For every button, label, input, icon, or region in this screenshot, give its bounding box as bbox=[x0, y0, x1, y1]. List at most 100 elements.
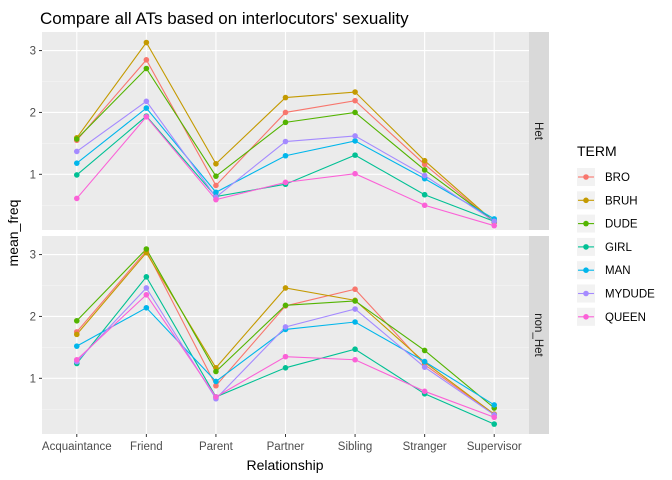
data-point-dude bbox=[282, 302, 289, 309]
x-tick-label: Sibling bbox=[338, 441, 373, 453]
data-point-queen bbox=[213, 196, 219, 203]
data-point-queen bbox=[73, 195, 80, 202]
legend-item-girl: GIRL bbox=[577, 237, 632, 256]
data-point-mydude bbox=[491, 218, 498, 225]
y-tick-label: 1 bbox=[30, 169, 36, 181]
x-tick-label: Partner bbox=[267, 441, 305, 453]
data-point-bruh bbox=[282, 94, 289, 101]
data-point-girl bbox=[491, 421, 498, 427]
data-point-bro bbox=[143, 57, 150, 63]
x-tick-label: Friend bbox=[130, 441, 163, 453]
data-point-dude bbox=[143, 246, 150, 252]
data-point-queen bbox=[491, 222, 498, 229]
data-point-mydude bbox=[421, 364, 428, 370]
data-point-dude bbox=[421, 167, 428, 173]
data-point-bruh bbox=[421, 157, 428, 164]
panel-non-het: 1 2 3 non_Het bbox=[30, 236, 549, 434]
legend-label: MYDUDE bbox=[605, 289, 655, 301]
data-point-dude bbox=[213, 173, 219, 179]
data-point-queen bbox=[352, 170, 358, 177]
data-point-man bbox=[213, 189, 219, 196]
strip-het bbox=[529, 32, 549, 230]
legend: TERM BRO BRUH DUDE GIRL MAN MYDUDE QUEEN bbox=[577, 143, 655, 326]
data-point-bruh bbox=[73, 331, 80, 338]
y-axis-title: mean_freq bbox=[5, 200, 21, 267]
data-point-man bbox=[143, 304, 150, 311]
data-point-queen bbox=[491, 414, 498, 421]
data-point-dude bbox=[213, 368, 219, 375]
data-point-bro bbox=[213, 182, 219, 189]
legend-title: TERM bbox=[577, 143, 617, 159]
legend-label: BRO bbox=[605, 172, 630, 184]
data-point-dude bbox=[421, 347, 428, 354]
legend-key-point bbox=[583, 244, 589, 250]
legend-item-queen: QUEEN bbox=[577, 307, 646, 326]
data-point-man bbox=[73, 343, 80, 349]
data-point-mydude bbox=[73, 148, 80, 155]
data-point-girl bbox=[73, 172, 80, 178]
legend-key-point bbox=[583, 290, 589, 297]
data-point-man bbox=[143, 105, 150, 111]
data-point-girl bbox=[352, 346, 358, 353]
data-point-queen bbox=[73, 356, 80, 363]
legend-item-dude: DUDE bbox=[577, 214, 638, 233]
data-point-dude bbox=[352, 109, 358, 116]
legend-label: MAN bbox=[605, 265, 631, 277]
data-point-bruh bbox=[352, 89, 358, 95]
data-point-bruh bbox=[282, 285, 289, 291]
legend-item-man: MAN bbox=[577, 261, 631, 280]
data-point-mydude bbox=[421, 172, 428, 179]
x-tick-label: Parent bbox=[199, 441, 234, 453]
data-point-girl bbox=[421, 191, 428, 198]
legend-item-mydude: MYDUDE bbox=[577, 284, 655, 303]
data-point-bruh bbox=[143, 39, 150, 46]
y-tick-label: 2 bbox=[30, 107, 36, 119]
y-tick-label: 2 bbox=[30, 311, 36, 323]
data-point-mydude bbox=[282, 324, 289, 330]
data-point-mydude bbox=[352, 306, 358, 312]
legend-item-bruh: BRUH bbox=[577, 191, 638, 210]
data-point-queen bbox=[421, 202, 428, 209]
data-point-mydude bbox=[352, 133, 358, 139]
data-point-dude bbox=[352, 298, 358, 304]
strip-non-het bbox=[529, 236, 549, 434]
y-tick-label: 3 bbox=[30, 46, 36, 58]
data-point-mydude bbox=[143, 98, 150, 105]
y-tick-label: 1 bbox=[30, 373, 36, 385]
strip-het-label: Het bbox=[532, 122, 544, 141]
data-point-girl bbox=[143, 274, 150, 280]
x-tick-label: Acquaintance bbox=[42, 441, 112, 453]
x-tick-label: Stranger bbox=[403, 441, 447, 453]
y-tick-label: 3 bbox=[30, 250, 36, 262]
legend-label: BRUH bbox=[605, 195, 638, 207]
data-point-bro bbox=[352, 286, 358, 293]
data-point-bruh bbox=[213, 160, 219, 167]
data-point-man bbox=[421, 358, 428, 365]
data-point-girl bbox=[352, 152, 358, 158]
data-point-bro bbox=[352, 97, 358, 104]
data-point-man bbox=[282, 152, 289, 159]
legend-key-point bbox=[583, 197, 589, 204]
data-point-man bbox=[352, 138, 358, 144]
data-point-man bbox=[352, 319, 358, 325]
data-point-man bbox=[491, 402, 498, 408]
data-point-queen bbox=[282, 179, 289, 186]
data-point-queen bbox=[143, 291, 150, 298]
data-point-man bbox=[213, 378, 219, 385]
data-point-bro bbox=[282, 109, 289, 116]
data-point-queen bbox=[352, 356, 358, 363]
x-tick-label: Supervisor bbox=[467, 441, 522, 453]
data-point-man bbox=[73, 160, 80, 166]
data-point-mydude bbox=[282, 138, 289, 145]
data-point-queen bbox=[421, 388, 428, 395]
x-axis: Acquaintance Friend Parent Partner Sibling St… bbox=[42, 434, 522, 453]
data-point-queen bbox=[282, 353, 289, 360]
data-point-dude bbox=[73, 317, 80, 324]
chart-title: Compare all ATs based on interlocutors' … bbox=[40, 9, 409, 28]
legend-label: DUDE bbox=[605, 219, 638, 231]
data-point-mydude bbox=[143, 285, 150, 291]
legend-item-bro: BRO bbox=[577, 168, 630, 186]
legend-key-point bbox=[583, 174, 589, 180]
panel-het: 1 2 3 Het bbox=[30, 32, 549, 230]
